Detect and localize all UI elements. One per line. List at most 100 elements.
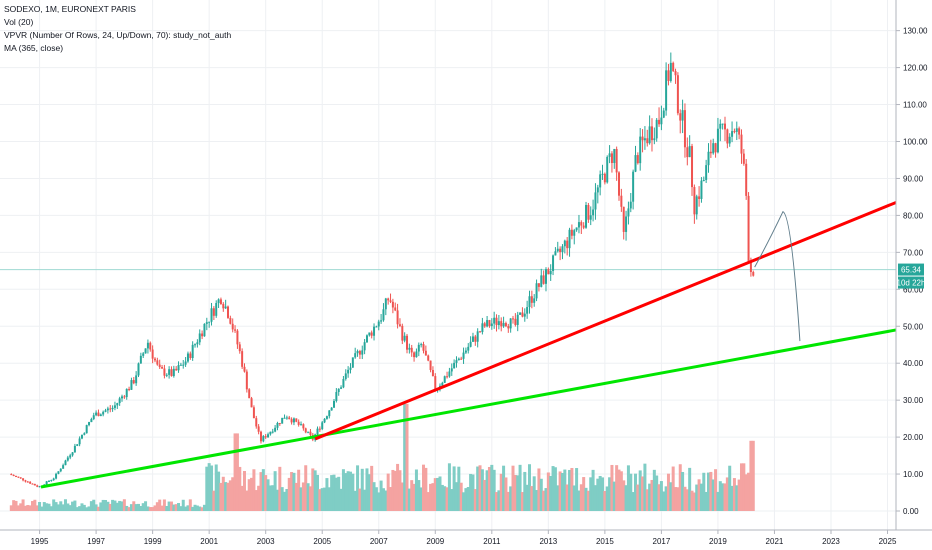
volume-bar [73,500,77,511]
candle-body [248,389,251,399]
volume-bar [462,492,466,511]
candle-body [537,283,540,287]
candle-body [599,174,602,188]
volume-bar [101,499,105,511]
volume-bar [224,482,228,511]
volume-bar [217,471,221,511]
volume-bar [405,403,409,511]
volume-bar [54,502,58,511]
volume-bar [447,463,451,511]
candle-body [408,347,411,350]
volume-bar [714,469,718,511]
forecast-curve[interactable] [754,211,801,342]
volume-bar [21,499,25,511]
candle-body [719,123,722,129]
candle-body [361,350,364,355]
candle-body [227,306,230,318]
volume-bar [339,488,343,511]
candle-body [137,363,140,376]
candle-body [66,457,69,461]
candle-body [554,251,557,256]
candle-body [514,318,517,325]
volume-bar [619,471,623,511]
volume-bar [320,488,324,511]
volume-bar [125,505,129,511]
candle-body [460,358,463,360]
candle-body [632,171,635,202]
volume-bar [398,470,402,511]
volume-bar [391,469,395,511]
candle-body [709,151,712,154]
volume-bar [525,484,529,511]
candle-body [608,153,611,157]
volume-bar [509,486,513,511]
volume-bar [45,503,49,511]
volume-bar [593,485,597,511]
volume-bar [89,501,93,511]
volume-bar [438,476,442,511]
candle-body [417,344,420,352]
volume-bar [601,477,605,511]
candle-body [269,431,272,435]
candle-body [641,136,644,141]
volume-bar [304,465,308,511]
candle-body [406,335,409,350]
candle-body [175,368,178,371]
candle-body [304,428,307,433]
volume-bar [457,466,461,511]
green-trendline[interactable] [40,328,897,489]
volume-bar [464,488,468,511]
candle-body [413,352,416,358]
candle-body [429,360,432,370]
candle-body [365,335,368,343]
overlay-lines[interactable] [40,201,897,489]
candle-body [295,418,298,422]
volume-bar [551,466,555,511]
volume-bar [674,487,678,511]
volume-bar [85,507,89,511]
candle-body [88,422,91,426]
volume-bar [537,468,541,511]
candle-body [123,396,126,398]
y-tick-label: 50.00 [903,322,924,331]
volume-bar [82,504,86,511]
volume-bar [238,466,242,511]
volume-bar [299,487,303,511]
volume-bar [346,471,350,511]
red-trendline[interactable] [314,201,897,441]
volume-bar [707,472,711,511]
candle-body [745,163,748,196]
candle-body [205,322,208,324]
volume-bar [254,490,258,511]
candle-body [530,296,533,303]
candle-body [288,417,291,420]
y-tick-label: 120.00 [903,64,928,73]
volume-bar [539,478,543,511]
volume-bar [181,499,185,511]
candle-body [476,331,479,342]
volume-bar [450,489,454,511]
volume-bar [219,482,223,511]
volume-bar [424,467,428,511]
volume-bar [301,482,305,511]
candle-body [533,298,536,303]
volume-bar [716,491,720,511]
candle-body [389,300,392,302]
candle-body [384,298,387,310]
candle-body [594,192,597,210]
volume-bar [579,484,583,511]
volume-bar [226,482,230,511]
candle-body [135,375,138,384]
volume-bar [732,478,736,511]
volume-bar [351,473,355,511]
x-tick-label: 2007 [370,537,388,546]
volume-bar [323,487,327,511]
volume-bar [141,503,145,511]
candle-body [401,325,404,341]
volume-bar [563,469,567,511]
volume-bar [35,505,39,511]
volume-bar [723,483,727,511]
x-tick-label: 2009 [426,537,444,546]
volume-bar [396,463,400,511]
